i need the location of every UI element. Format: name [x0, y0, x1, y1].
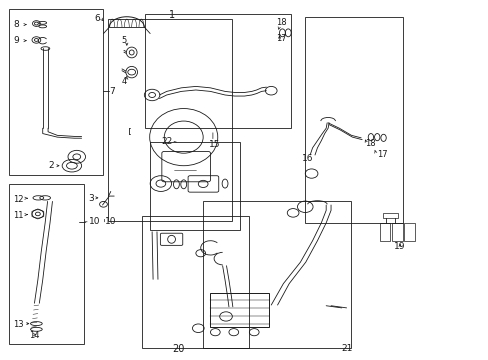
Text: 13: 13 [14, 320, 24, 329]
Bar [203, 202, 351, 348]
Bar [379, 223, 389, 242]
Text: 17: 17 [376, 150, 387, 159]
Text: 2: 2 [48, 161, 54, 170]
Text: 20: 20 [172, 343, 184, 354]
Text: 12: 12 [14, 195, 24, 204]
Text: 14: 14 [29, 331, 40, 340]
Bar [142, 216, 249, 348]
Text: 6: 6 [95, 14, 101, 23]
Bar [403, 223, 414, 242]
Text: 18: 18 [276, 18, 286, 27]
Text: 7: 7 [109, 87, 115, 96]
Text: 10: 10 [105, 217, 116, 226]
Text: 18: 18 [365, 139, 375, 148]
Bar [108, 19, 232, 221]
Text: 5: 5 [121, 36, 126, 45]
Text: 15: 15 [208, 140, 220, 149]
Bar [305, 18, 402, 223]
Text: 11: 11 [14, 211, 24, 220]
Bar [210, 293, 268, 327]
Text: 9: 9 [14, 36, 19, 45]
Text: 19: 19 [393, 242, 405, 251]
Bar [382, 213, 397, 217]
Bar [144, 14, 290, 128]
Text: 16: 16 [302, 154, 313, 163]
Text: 21: 21 [341, 344, 352, 353]
Bar [149, 143, 239, 230]
Text: 10: 10 [89, 217, 100, 226]
Text: 22: 22 [162, 137, 173, 146]
Bar [9, 184, 84, 344]
Text: 4: 4 [122, 77, 127, 86]
Text: 8: 8 [14, 20, 19, 29]
Text: 3: 3 [88, 194, 94, 203]
Text: 1: 1 [169, 10, 175, 20]
Bar [9, 9, 103, 175]
Bar [391, 223, 402, 242]
Text: 17: 17 [276, 34, 286, 43]
